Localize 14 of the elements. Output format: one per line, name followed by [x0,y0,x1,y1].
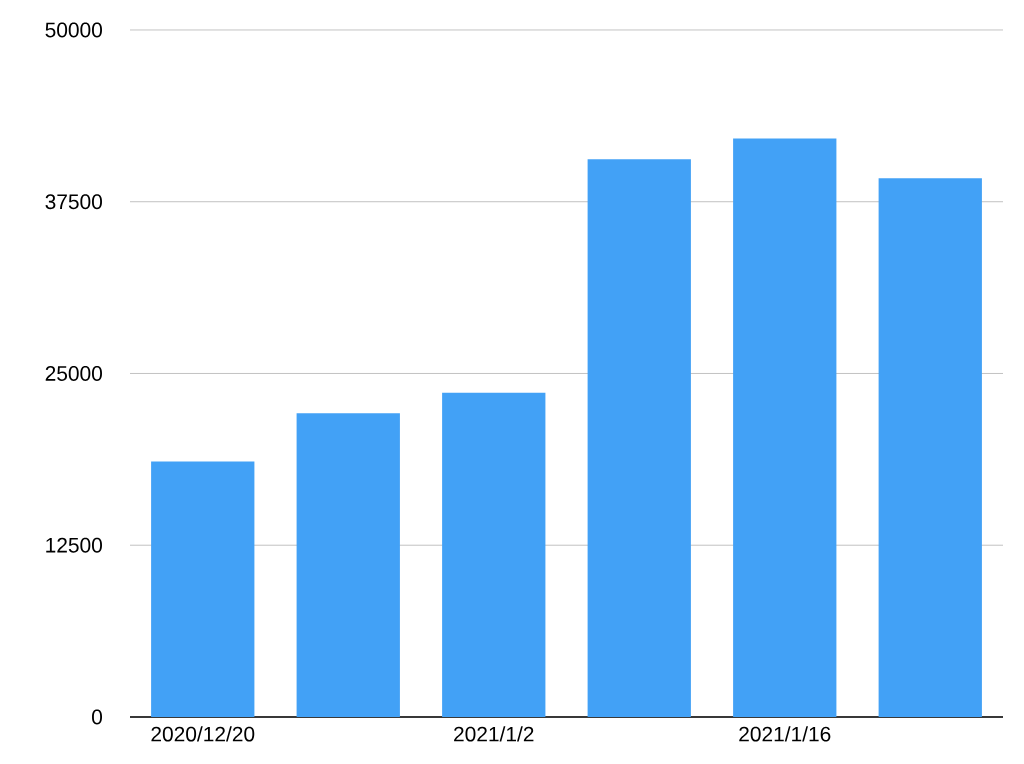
x-tick-label: 2021/1/16 [739,726,831,742]
y-tick-label: 12500 [46,537,102,553]
bar [733,138,837,717]
bar [587,159,691,717]
y-tick-label: 37500 [45,194,102,210]
y-tick-label: 25000 [45,366,102,381]
bar [442,392,546,717]
bar [151,461,255,717]
x-tick-label: 2021/1/2 [454,726,534,742]
y-tick-label: 0 [92,709,103,725]
y-tick-label: 50000 [45,22,102,38]
x-tick-label: 2020/12/20 [151,726,255,742]
bar [878,178,982,717]
bar [296,413,400,717]
